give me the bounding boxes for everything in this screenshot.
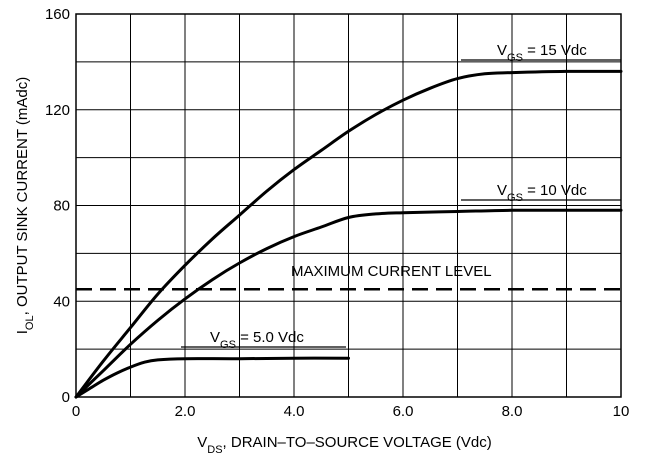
x-axis-title: VDS, DRAIN–TO–SOURCE VOLTAGE (Vdc)	[197, 434, 492, 456]
plot-frame	[75, 13, 622, 398]
y-tick-label: 160	[45, 6, 70, 23]
series-curve-vgs-5	[74, 356, 350, 399]
y-tick-label: 120	[45, 102, 70, 119]
series-label-vgs-5: VGS = 5.0 Vdc	[210, 329, 304, 351]
x-tick-label: 2.0	[175, 403, 196, 420]
series-label-vgs-15: VGS = 15 Vdc	[497, 42, 587, 64]
series-curve-vgs-15	[74, 69, 623, 399]
x-tick-label: 0	[72, 403, 80, 420]
y-tick-label: 0	[62, 389, 70, 406]
y-tick-label: 40	[53, 293, 70, 310]
series-label-vgs-10: VGS = 10 Vdc	[497, 182, 587, 204]
x-tick-label: 8.0	[502, 403, 523, 420]
x-tick-labels: 0 2.0 4.0 6.0 8.0 10	[72, 403, 630, 420]
series-label-leaders	[181, 59, 621, 348]
x-tick-label: 4.0	[284, 403, 305, 420]
y-axis-title: IOL, OUTPUT SINK CURRENT (mAdc)	[14, 77, 36, 335]
x-tick-label: 10	[613, 403, 630, 420]
maximum-current-level-label: MAXIMUM CURRENT LEVEL	[291, 263, 492, 280]
y-tick-labels: 0 40 80 120 160	[45, 6, 70, 406]
y-tick-label: 80	[53, 198, 70, 215]
series-curve-vgs-10	[74, 208, 623, 399]
grid	[76, 14, 621, 397]
x-tick-label: 6.0	[393, 403, 414, 420]
series-curves	[74, 69, 623, 399]
